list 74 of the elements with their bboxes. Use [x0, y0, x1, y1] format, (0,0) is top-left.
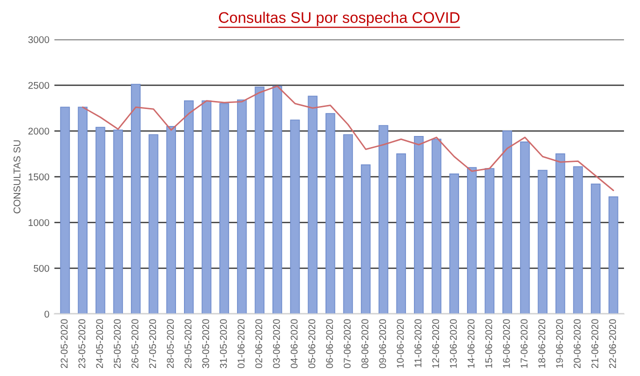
bar [538, 170, 548, 314]
x-tick-label: 29-05-2020 [184, 319, 192, 368]
line-series [82, 85, 614, 192]
bar [573, 166, 583, 314]
x-tick-label: 02-06-2020 [255, 319, 262, 368]
y-tick-label: 2500 [28, 82, 50, 89]
bar [326, 113, 336, 314]
bar [202, 100, 212, 314]
x-tick-label: 31-05-2020 [220, 319, 227, 368]
x-tick-label: 09-06-2020 [379, 319, 386, 368]
bar [467, 167, 477, 314]
x-tick-label: 05-06-2020 [308, 319, 316, 368]
x-tick-label: 08-06-2020 [361, 319, 368, 368]
x-tick-label: 10-06-2020 [396, 319, 404, 368]
bar [148, 134, 158, 314]
bar [96, 126, 106, 314]
x-tick-label: 18-06-2020 [538, 319, 546, 368]
bar [184, 100, 194, 314]
bar [290, 120, 300, 314]
x-tick-label: 19-06-2020 [556, 319, 563, 368]
x-tick-label: 27-05-2020 [149, 319, 156, 368]
bar [343, 134, 353, 314]
bar [378, 125, 388, 314]
bar [219, 103, 230, 314]
x-tick-label: 17-06-2020 [520, 319, 528, 368]
x-tick-label: 22-06-2020 [609, 319, 616, 368]
bar [166, 126, 176, 314]
bar [449, 174, 460, 314]
bar [60, 106, 70, 314]
x-tick-label: 23-05-2020 [78, 319, 86, 368]
x-tick-label: 14-06-2020 [468, 319, 474, 368]
x-tick-label: 15-06-2020 [485, 319, 492, 368]
y-tick-label: 500 [34, 264, 50, 272]
bar [360, 164, 371, 314]
x-tick-label: 07-06-2020 [344, 319, 351, 368]
y-tick-label: 1000 [28, 219, 50, 226]
bar [308, 96, 318, 314]
x-tick-label: 06-06-2020 [326, 319, 333, 368]
bar [78, 106, 88, 314]
bar [520, 142, 530, 314]
bar [484, 168, 494, 314]
y-axis-title: CONSULTAS SU [14, 140, 20, 214]
bar [130, 84, 141, 314]
bar [555, 153, 566, 314]
bar [432, 138, 442, 314]
x-tick-label: 01-06-2020 [238, 319, 245, 368]
x-tick-label: 24-05-2020 [96, 319, 103, 368]
y-tick-label: 3000 [28, 36, 50, 44]
bar [414, 136, 424, 314]
y-tick-label: 2000 [28, 128, 50, 135]
x-tick-label: 20-06-2020 [574, 319, 581, 368]
bar [237, 99, 247, 314]
bar [254, 86, 264, 314]
x-tick-label: 16-06-2020 [502, 319, 510, 368]
y-tick-label: 0 [44, 310, 50, 318]
x-tick-label: 22-05-2020 [60, 319, 68, 368]
bar [113, 130, 123, 314]
x-tick-label: 13-06-2020 [450, 319, 457, 368]
x-tick-label: 03-06-2020 [273, 319, 280, 368]
x-tick-label: 25-05-2020 [114, 319, 121, 368]
x-tick-label: 30-05-2020 [202, 319, 210, 368]
y-tick-label: 1500 [28, 173, 50, 180]
x-tick-label: 11-06-2020 [414, 319, 422, 368]
x-tick-label: 28-05-2020 [166, 319, 174, 368]
x-tick-label: 26-05-2020 [131, 319, 138, 368]
x-tick-label: 04-06-2020 [290, 319, 298, 368]
bar [272, 86, 282, 314]
bar [502, 130, 512, 314]
x-tick-label: 12-06-2020 [432, 319, 440, 368]
bar [608, 196, 618, 314]
chart-title: Consultas SU por sospecha COVID [218, 12, 460, 26]
bar [396, 153, 406, 314]
bar [590, 184, 601, 314]
x-tick-label: 21-06-2020 [591, 319, 598, 368]
